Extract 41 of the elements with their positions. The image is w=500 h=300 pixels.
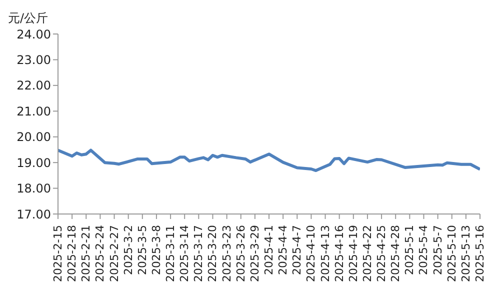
y-tick-label: 19.00 — [16, 156, 51, 170]
y-tick-label: 24.00 — [16, 27, 51, 42]
x-tick-label: 2025-2-15 — [52, 225, 64, 282]
x-tick-label: 2025-4-16 — [332, 225, 346, 282]
line-series — [58, 148, 480, 172]
x-tick-label: 2025-4-19 — [346, 225, 360, 282]
x-tick-label: 2025-4-7 — [290, 225, 304, 275]
x-tick-label: 2025-5-10 — [445, 225, 458, 282]
y-tick-label: 20.00 — [16, 130, 51, 144]
x-tick-label: 2025-4-1 — [262, 225, 276, 275]
y-tick-label: 17.00 — [16, 207, 51, 222]
x-tick-label: 2025-5-13 — [459, 225, 472, 282]
x-tick-label: 2025-3-23 — [220, 225, 234, 282]
x-tick-label: 2025-4-28 — [389, 225, 402, 282]
x-tick-label: 2025-4-4 — [276, 225, 290, 275]
x-tick-label: 2025-3-26 — [234, 225, 248, 282]
y-tick-label: 18.00 — [16, 182, 51, 196]
y-tick-label: 23.00 — [16, 52, 51, 67]
x-tick-label: 2025-2-18 — [66, 225, 79, 282]
x-tick-label: 2025-3-11 — [164, 225, 178, 282]
x-tick-label: 2025-3-29 — [248, 225, 262, 282]
x-tick-label: 2025-5-4 — [417, 225, 430, 275]
x-tick-label: 2025-5-1 — [403, 225, 416, 275]
x-tick-label: 2025-5-7 — [431, 225, 444, 275]
x-tick-label: 2025-3-8 — [150, 225, 163, 275]
x-tick-label: 2025-3-5 — [136, 225, 149, 275]
y-axis-title: 元/公斤 — [8, 10, 48, 27]
y-tick-label: 22.00 — [16, 78, 51, 93]
x-tick-label: 2025-3-14 — [178, 225, 192, 282]
x-tick-label: 2025-2-24 — [94, 225, 107, 282]
x-tick-label: 2025-5-16 — [474, 225, 486, 282]
x-tick-label: 2025-3-20 — [206, 225, 220, 282]
x-tick-label: 2025-3-17 — [192, 225, 206, 282]
x-tick-label: 2025-4-10 — [304, 225, 318, 282]
x-tick-label: 2025-2-21 — [80, 225, 93, 282]
x-tick-label: 2025-4-13 — [318, 225, 332, 282]
x-tick-label: 2025-3-2 — [122, 225, 135, 275]
x-tick-label: 2025-2-27 — [108, 225, 121, 282]
y-tick-label: 21.00 — [16, 104, 51, 118]
x-tick-label: 2025-4-22 — [360, 225, 374, 282]
x-tick-label: 2025-4-25 — [375, 225, 388, 282]
